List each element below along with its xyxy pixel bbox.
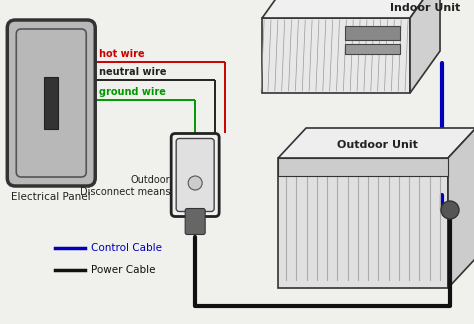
Polygon shape <box>262 18 410 93</box>
Text: Indoor Unit: Indoor Unit <box>390 3 460 13</box>
Bar <box>345 44 400 54</box>
FancyBboxPatch shape <box>7 20 95 186</box>
Text: Disconnect means: Disconnect means <box>80 187 170 197</box>
Text: Outdoor: Outdoor <box>130 175 170 185</box>
Circle shape <box>188 176 202 190</box>
Bar <box>44 77 58 129</box>
Polygon shape <box>278 128 474 158</box>
Polygon shape <box>278 158 448 288</box>
Text: neutral wire: neutral wire <box>99 67 167 77</box>
Text: Outdoor Unit: Outdoor Unit <box>337 140 418 150</box>
Text: hot wire: hot wire <box>99 49 145 59</box>
Bar <box>278 158 448 176</box>
FancyBboxPatch shape <box>185 209 205 235</box>
Text: ground wire: ground wire <box>99 87 166 97</box>
Bar <box>345 26 400 40</box>
Circle shape <box>441 201 459 219</box>
Polygon shape <box>448 128 474 288</box>
Polygon shape <box>410 0 440 93</box>
Polygon shape <box>262 0 440 18</box>
Text: Power Cable: Power Cable <box>91 265 156 275</box>
Text: Control Cable: Control Cable <box>91 243 162 253</box>
FancyBboxPatch shape <box>176 138 214 212</box>
Text: Electrical Panel: Electrical Panel <box>11 192 91 202</box>
FancyBboxPatch shape <box>171 133 219 216</box>
